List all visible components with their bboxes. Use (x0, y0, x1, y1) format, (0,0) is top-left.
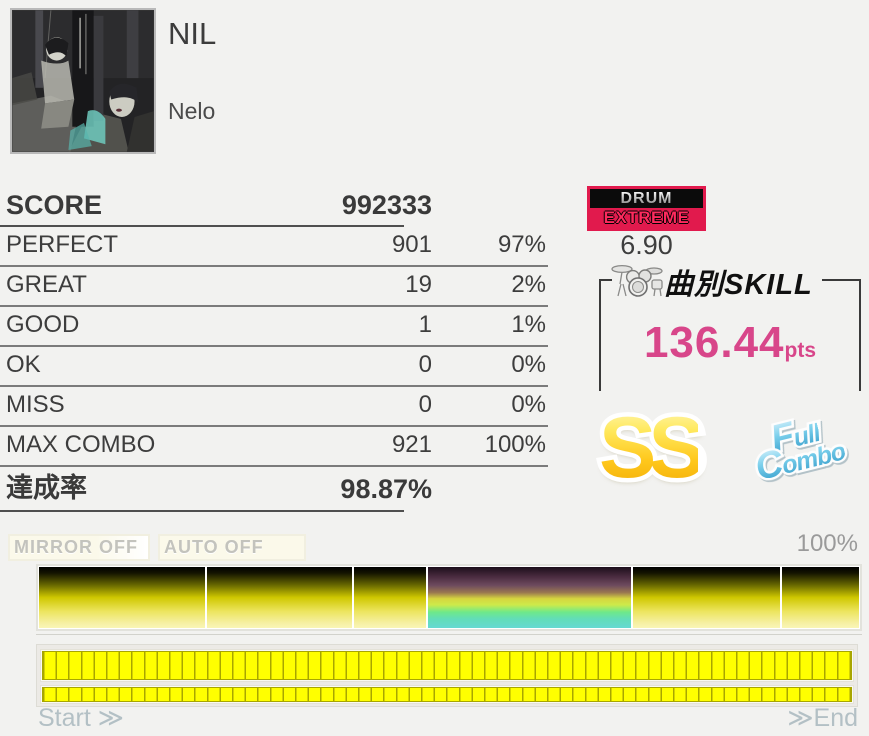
table-row-perfect: PERFECT 901 97% (0, 227, 548, 267)
achievement-label: 達成率 (6, 473, 87, 503)
skill-frame-left (599, 279, 601, 391)
skill-frame-top-left (599, 279, 612, 281)
timeline-end-label: ≫End (787, 704, 858, 732)
graph-underline (36, 634, 862, 635)
row-value: 0 (418, 391, 432, 418)
skill-points: 136.44pts (599, 318, 861, 368)
achievement-underline (0, 510, 404, 512)
gauge-gradient (39, 567, 859, 628)
timeline-start-label: Start ≫ (38, 704, 124, 732)
rank-grade: SS (599, 400, 706, 496)
gauge-divider (205, 567, 207, 628)
difficulty-level: 6.90 (620, 230, 673, 260)
note-bar-lower (40, 685, 854, 704)
row-value: 0 (418, 351, 432, 378)
achievement-value: 98.87% (340, 474, 432, 504)
gauge-divider (352, 567, 354, 628)
row-percent: 0% (511, 351, 546, 378)
row-label: MISS (6, 391, 65, 418)
song-artist: Nelo (168, 98, 216, 124)
difficulty-badge: DRUM EXTREME (587, 186, 706, 231)
row-label: OK (6, 351, 41, 378)
note-bar-cells (42, 687, 852, 702)
gauge-rainbow-segment (427, 567, 632, 628)
row-percent: 2% (511, 271, 546, 298)
table-row-max-combo: MAX COMBO 921 100% (0, 427, 548, 467)
gauge-divider (780, 567, 782, 628)
row-percent: 100% (484, 431, 546, 458)
score-row: SCORE 992333 (0, 186, 548, 227)
skill-unit: pts (784, 339, 817, 362)
graph-max-label: 100% (796, 530, 858, 557)
row-label: GOOD (6, 311, 80, 338)
row-label: GREAT (6, 271, 87, 298)
gauge-divider (426, 567, 428, 628)
note-bar-cells (42, 651, 852, 680)
skill-frame-top-right (822, 279, 861, 281)
table-row-good: GOOD 1 1% (0, 307, 548, 347)
album-art-image (12, 10, 154, 152)
album-art (10, 8, 156, 154)
row-percent: 1% (511, 311, 546, 338)
mirror-option-badge: MIRROR OFF (8, 534, 150, 561)
difficulty-name: EXTREME (603, 208, 690, 227)
skill-value: 136.44 (643, 318, 785, 367)
drum-kit-icon (611, 262, 663, 303)
song-title: NIL (168, 16, 217, 51)
row-label: MAX COMBO (6, 431, 156, 458)
table-row-ok: OK 0 0% (0, 347, 548, 387)
difficulty-type: DRUM (590, 189, 703, 208)
auto-option-badge: AUTO OFF (158, 534, 306, 561)
row-value: 901 (391, 231, 432, 258)
score-value: 992333 (341, 190, 432, 220)
score-underline (0, 225, 404, 227)
clear-gauge-graph (36, 564, 862, 631)
table-row-miss: MISS 0 0% (0, 387, 548, 427)
gauge-divider (631, 567, 633, 628)
score-label: SCORE (6, 190, 103, 220)
table-row-great: GREAT 19 2% (0, 267, 548, 307)
note-density-panel (36, 644, 858, 707)
note-bar-upper (40, 649, 854, 682)
row-percent: 0% (511, 391, 546, 418)
skill-frame-right (859, 279, 861, 391)
row-value: 921 (391, 431, 432, 458)
rank-grade-outline: SS (595, 396, 711, 501)
full-combo-badge: Full Full Combo Combo (748, 396, 869, 510)
row-label: PERFECT (6, 231, 119, 258)
row-percent: 97% (497, 231, 546, 258)
achievement-row: 達成率 98.87% (0, 467, 548, 511)
row-value: 1 (418, 311, 432, 338)
skill-header: 曲別SKILL (664, 269, 813, 301)
rank-badge-ss: SS SS (595, 396, 711, 501)
row-value: 19 (405, 271, 432, 298)
